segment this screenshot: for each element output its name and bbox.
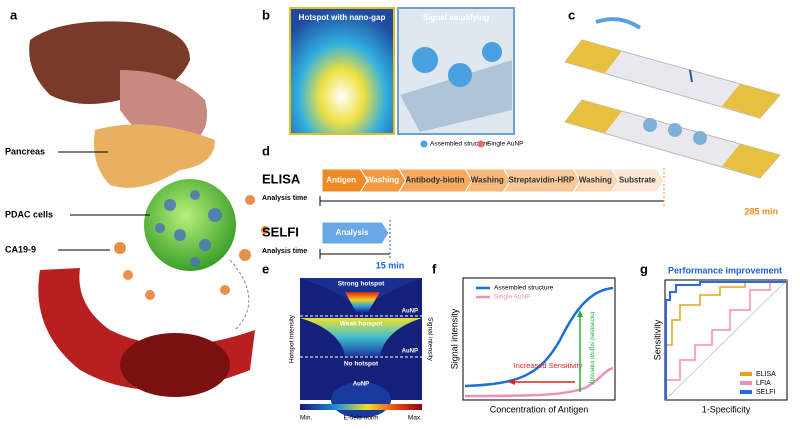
- legend-label: Assembled structure: [430, 141, 490, 148]
- method-name: SELFI: [262, 224, 299, 239]
- arrow: [689, 69, 693, 83]
- method-name: ELISA: [262, 171, 301, 186]
- panel-c: c: [564, 7, 781, 179]
- step-arrow: [321, 221, 390, 245]
- arrowhead: [577, 310, 583, 317]
- time-value: 285 min: [744, 206, 778, 216]
- arrow: [595, 17, 642, 30]
- label: PDAC cells: [5, 209, 53, 219]
- panel-g: g Performance improvement ELISA LFIA SELFI…: [640, 261, 788, 414]
- arrow: [229, 259, 250, 331]
- panel-label: e: [262, 261, 269, 276]
- legend: ELISA LFIA SELFI: [740, 371, 776, 396]
- panel-e: e Strong hotspot AuNP Weak hotspot AuNP No h…: [262, 261, 433, 421]
- strip-pad: [565, 40, 780, 118]
- hotspot: [300, 318, 422, 356]
- section-title: No hotspot: [344, 361, 379, 368]
- colorbar-label: Max.: [408, 415, 422, 422]
- step-label: Streptavidin-HRP: [508, 176, 574, 185]
- panel-label: g: [640, 261, 648, 276]
- sections: Strong hotspot AuNP Weak hotspot AuNP No hot…: [338, 281, 418, 388]
- pancreas: [94, 124, 215, 188]
- colorbar-label: E-field norm: [343, 415, 378, 422]
- hotspot: [345, 292, 380, 312]
- legend-label: Assembled structure: [494, 285, 554, 292]
- vessel-lumen: [120, 333, 230, 397]
- step-arrow: [610, 168, 665, 193]
- legend-label: Single AuNP: [487, 141, 524, 148]
- axis-label: Signal intensity: [426, 317, 433, 361]
- section-title: Strong hotspot: [338, 281, 385, 288]
- panel-label: d: [262, 143, 270, 158]
- cell-spots: [155, 190, 222, 267]
- time-label: Analysis time: [262, 195, 307, 202]
- particle-label: AuNP: [402, 309, 418, 315]
- particles: [643, 118, 707, 145]
- axis-label: Concentration of Antigen: [490, 404, 589, 414]
- assembled-structures: [412, 42, 502, 87]
- label: CA19-9: [5, 244, 36, 254]
- arrowhead: [508, 379, 515, 385]
- panel-label: c: [568, 7, 575, 22]
- panel-f: f Assembled structure Single AuNP Increa…: [432, 261, 616, 414]
- panel-label: f: [432, 261, 437, 276]
- roc-curve: [665, 281, 786, 400]
- step-label: Substrate: [619, 176, 656, 185]
- panel-a: a Pancreas PDAC cells CA19-9: [5, 7, 269, 397]
- diagonal: [664, 279, 788, 401]
- panel-d: d ELISA Analysis time 285 min SELFI Anal…: [262, 143, 778, 270]
- image: [289, 7, 395, 135]
- panel-label: b: [262, 7, 270, 22]
- roc-curve: [665, 281, 786, 400]
- image-title: Hotspot with nano-gap: [299, 13, 386, 22]
- axis-label: Signal intensity: [449, 308, 459, 369]
- axis-label: 1-Specificity: [702, 404, 751, 414]
- image-title: Signal amplifying: [423, 13, 489, 22]
- legend-label: Single AuNP: [494, 294, 531, 301]
- colorbar: [300, 404, 422, 410]
- time-label: Analysis time: [262, 248, 307, 255]
- axis-label: Hotspot intensity: [289, 314, 296, 363]
- label: Pancreas: [5, 146, 45, 156]
- step-label: Washing: [471, 176, 504, 185]
- time-value: 15 min: [376, 260, 405, 270]
- section-title: Weak hotspot: [340, 321, 383, 328]
- legend-label: SELFI: [756, 389, 776, 396]
- step-label: Antigen: [326, 176, 356, 185]
- particle-label: AuNP: [353, 382, 369, 388]
- roc-curve: [665, 281, 786, 400]
- legend-swatch: [477, 140, 485, 148]
- legend-label: ELISA: [756, 371, 776, 378]
- panel-label: a: [10, 7, 18, 22]
- axis-label: Sensitivity: [652, 319, 662, 360]
- chart-title: Performance improvement: [668, 265, 782, 275]
- curve: [464, 286, 614, 388]
- annotation: Increased Sensitivity: [514, 361, 583, 370]
- step-label: Antibody-biotin: [405, 176, 464, 185]
- particle-label: AuNP: [402, 349, 418, 355]
- step-label: Washing: [579, 176, 612, 185]
- legend-swatch: [420, 140, 428, 148]
- strip-pad: [565, 100, 780, 178]
- panel-b: b Hotspot with nano-gap Signal amplifyin…: [262, 7, 524, 148]
- legend-label: LFIA: [756, 380, 771, 387]
- plot-frame: [462, 277, 616, 401]
- annotation: Increased signal intensity: [588, 312, 595, 386]
- step-label: Analysis: [336, 228, 369, 237]
- substrate: [400, 60, 512, 132]
- biomarkers: [114, 195, 269, 300]
- colorbar-label: Min.: [300, 415, 312, 422]
- step-label: Washing: [366, 176, 399, 185]
